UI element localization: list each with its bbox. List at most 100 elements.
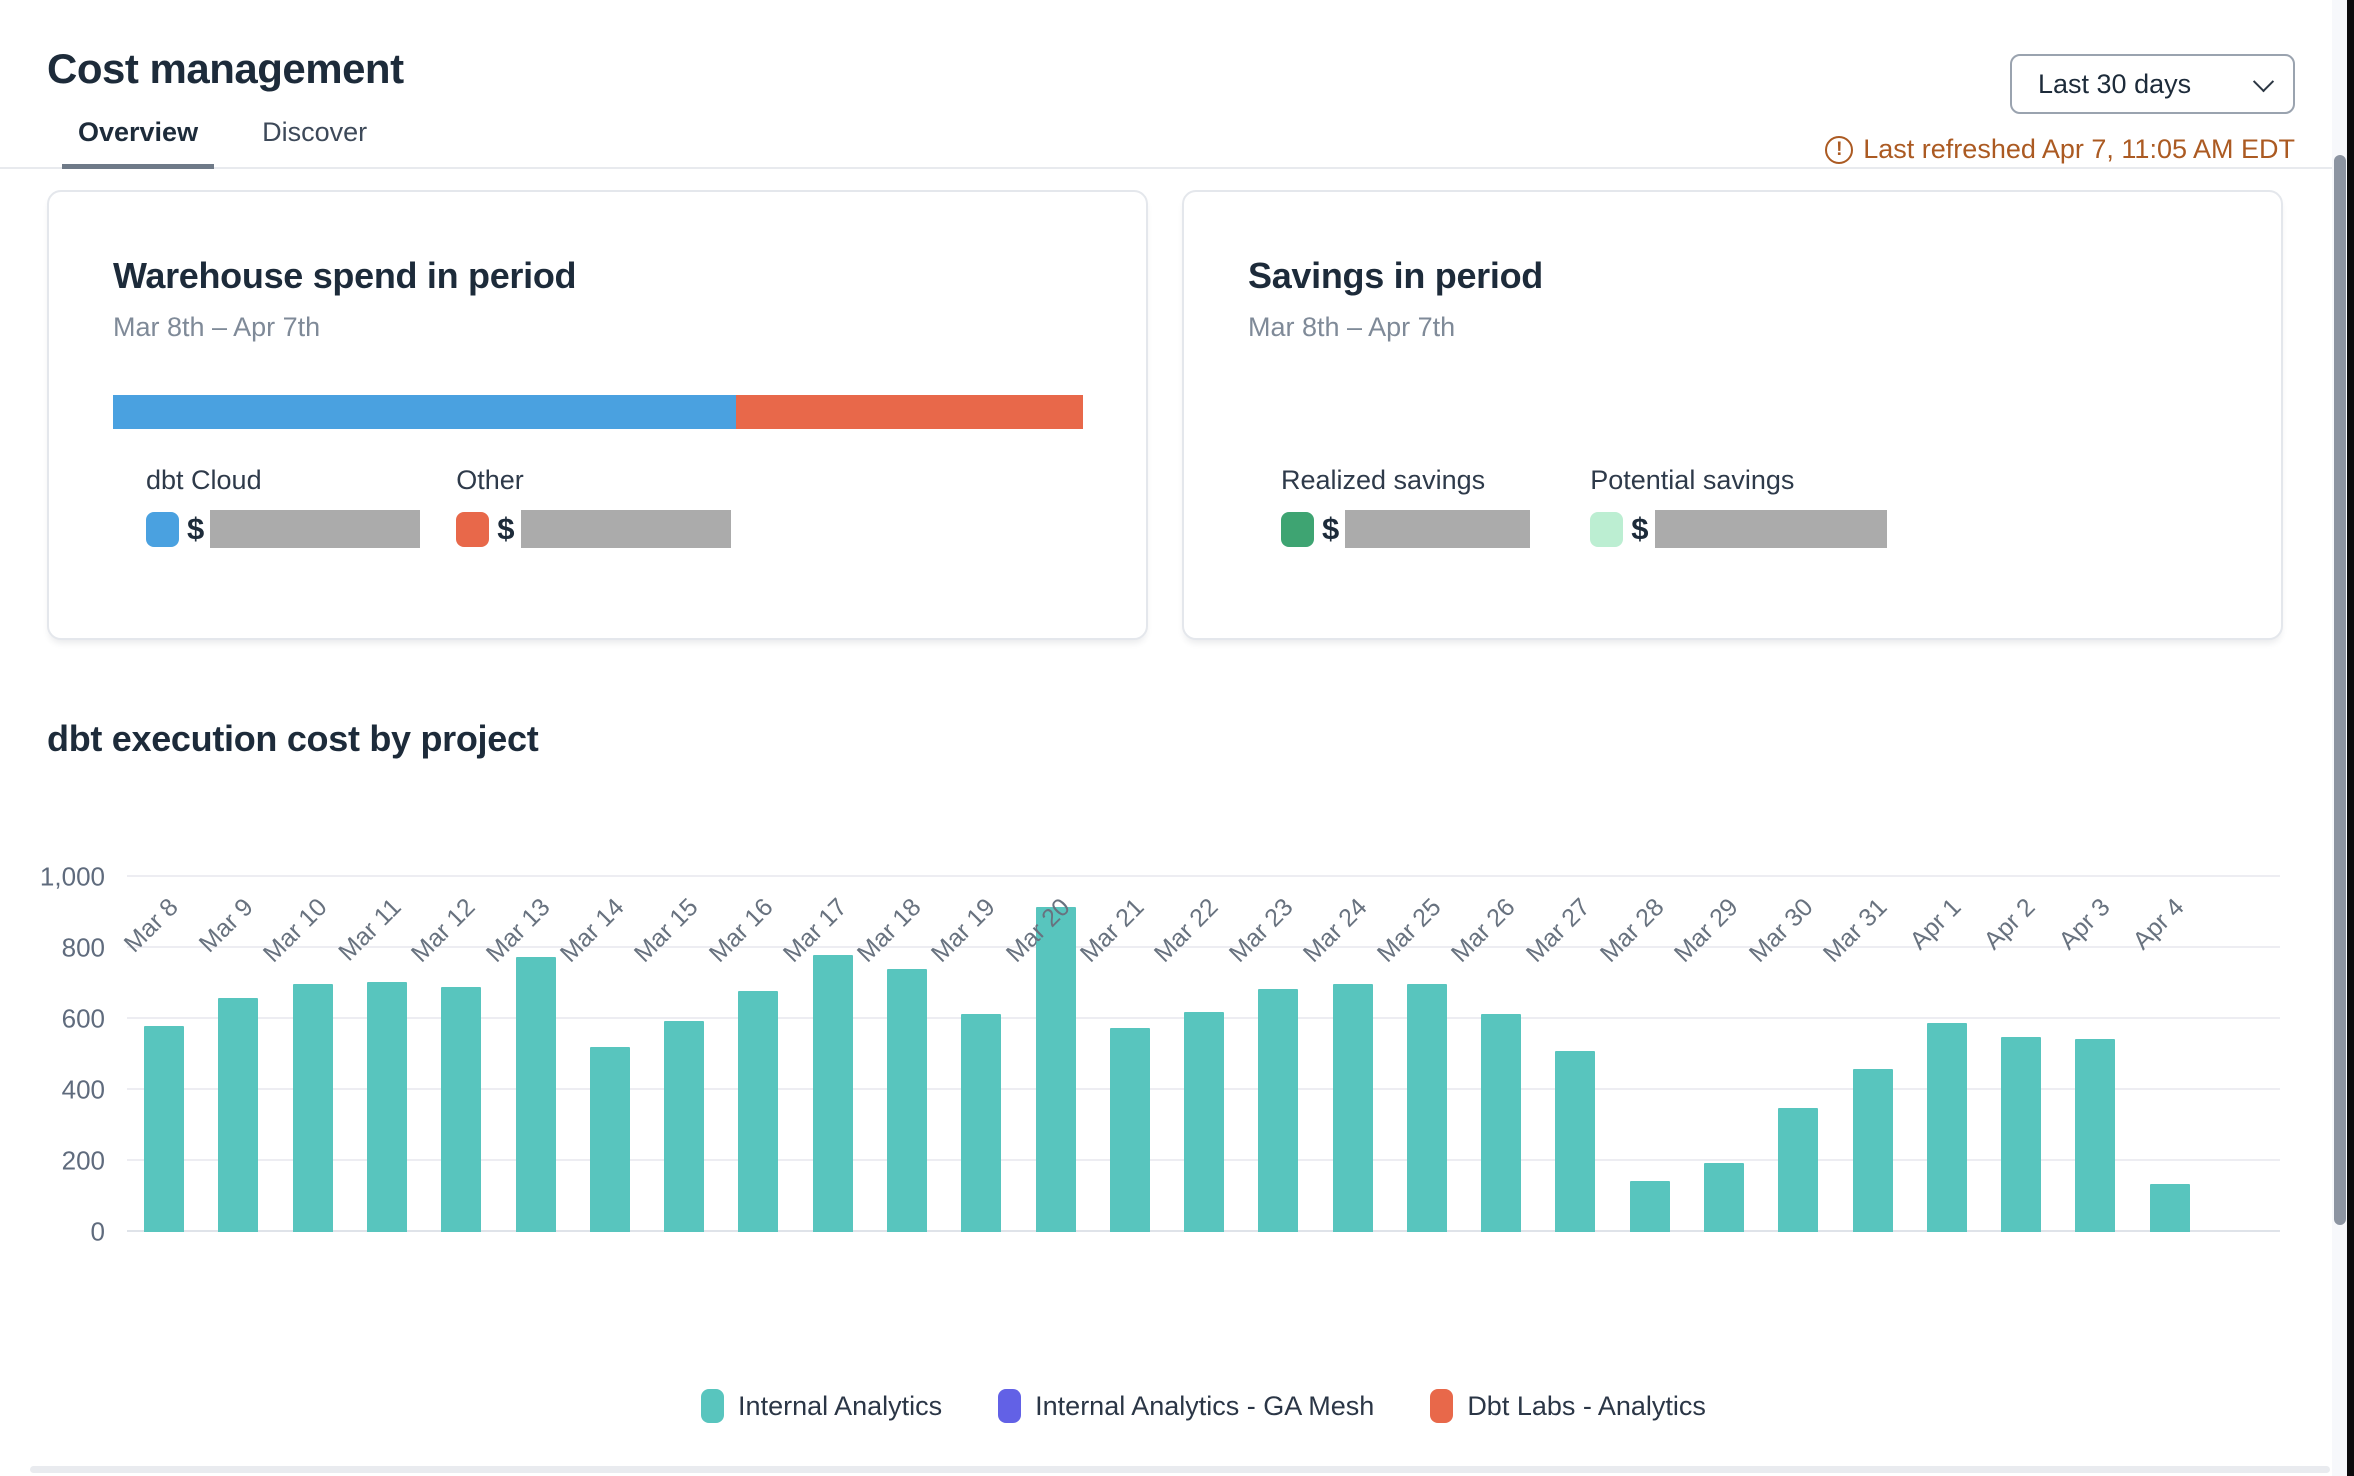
tab-bar: Overview Discover — [0, 117, 2332, 169]
legend-item-dbt-labs-analytics[interactable]: Dbt Labs - Analytics — [1430, 1389, 1706, 1423]
savings-legend: Realized savings $ Potential savings $ — [1281, 465, 2217, 548]
legend-label: Internal Analytics - GA Mesh — [1035, 1390, 1375, 1421]
chart-bar[interactable] — [738, 990, 779, 1232]
currency-symbol: $ — [1631, 511, 1649, 546]
chart-bar-slot: Apr 4 — [2127, 877, 2207, 1232]
chart-bar[interactable] — [812, 955, 853, 1232]
tab-overview[interactable]: Overview — [62, 117, 215, 169]
legend-label: Realized savings — [1281, 465, 1486, 495]
summary-cards: Warehouse spend in period Mar 8th – Apr … — [47, 190, 2354, 640]
legend-swatch — [1430, 1389, 1454, 1423]
chart-bar[interactable] — [961, 1013, 1002, 1232]
chart-bar[interactable] — [1109, 1027, 1150, 1232]
date-range-select[interactable]: Last 30 days — [2010, 54, 2295, 114]
chart-bar[interactable] — [1629, 1180, 1670, 1232]
chart-bar-slot: Mar 26 — [1446, 877, 1538, 1232]
legend-swatch — [701, 1389, 725, 1423]
vertical-scrollbar-track[interactable] — [2332, 0, 2347, 1476]
chart-bar[interactable] — [886, 968, 927, 1232]
chart-bar-slot: Apr 2 — [1979, 877, 2058, 1232]
chart-bar[interactable] — [441, 987, 482, 1232]
chart-bar-slot: Mar 25 — [1372, 877, 1464, 1232]
x-tick-label: Mar 9 — [193, 893, 259, 958]
chart-bar[interactable] — [1184, 1011, 1225, 1232]
spend-legend: dbt Cloud $ Other $ — [146, 465, 1082, 548]
chart-bar-slot: Mar 11 — [333, 877, 424, 1232]
masked-value — [1654, 510, 1887, 548]
card-subtitle: Mar 8th – Apr 7th — [1248, 312, 1456, 342]
spend-segment-other[interactable] — [735, 395, 1083, 429]
card-subtitle: Mar 8th – Apr 7th — [113, 312, 321, 342]
potential-savings-swatch — [1590, 511, 1624, 547]
chart-plot: 0 200 400 600 800 1,000 Mar 8 Mar 9 Mar 10 Mar 11… — [40, 862, 2280, 1247]
legend-swatch — [998, 1389, 1022, 1423]
legend-label: Internal Analytics — [738, 1390, 943, 1421]
spend-segment-dbt-cloud[interactable] — [113, 395, 736, 429]
x-tick-label: Apr 3 — [2053, 893, 2116, 956]
chevron-down-icon — [2252, 70, 2275, 92]
legend-label: Other — [456, 465, 524, 495]
chart-bar[interactable] — [366, 981, 407, 1232]
chart-bar-slot: Mar 17 — [778, 877, 870, 1232]
horizontal-scrollbar[interactable] — [30, 1466, 2330, 1473]
chart-bar[interactable] — [1926, 1022, 1967, 1232]
chart-bar[interactable] — [1778, 1107, 1819, 1232]
chart-bar[interactable] — [2001, 1036, 2042, 1232]
chart-bar-slot: Mar 8 — [119, 877, 201, 1232]
chart-bar[interactable] — [664, 1020, 705, 1232]
chart-bar[interactable] — [515, 956, 556, 1232]
warehouse-spend-card: Warehouse spend in period Mar 8th – Apr … — [47, 190, 1148, 640]
chart-bar-slot: Mar 12 — [406, 877, 498, 1232]
chart-bar[interactable] — [1481, 1014, 1522, 1232]
chart-bar[interactable] — [292, 983, 333, 1232]
chart-bar-slot: Apr 1 — [1905, 877, 1984, 1232]
chart-bar[interactable] — [1332, 983, 1373, 1232]
y-tick-label: 200 — [61, 1145, 105, 1176]
chart-bar-slot: Apr 3 — [2053, 877, 2132, 1232]
dbt-cloud-swatch — [146, 511, 179, 547]
chart-bar[interactable] — [1406, 984, 1447, 1232]
header-right: Last 30 days ! Last refreshed Apr 7, 11:… — [1825, 54, 2295, 165]
chart-bar-slot: Mar 23 — [1223, 877, 1315, 1232]
chart-bar[interactable] — [1704, 1162, 1745, 1232]
currency-symbol: $ — [1322, 511, 1340, 546]
chart-bar-slot: Mar 19 — [926, 877, 1018, 1232]
chart-bar[interactable] — [1035, 907, 1076, 1232]
vertical-scrollbar-thumb[interactable] — [2333, 155, 2346, 1225]
gridline — [127, 875, 2280, 877]
y-tick-label: 1,000 — [39, 861, 105, 892]
chart-bar[interactable] — [589, 1047, 630, 1232]
chart-bar-slot: Mar 14 — [555, 877, 647, 1232]
x-tick-label: Apr 2 — [1978, 893, 2041, 956]
chart-bar-slot: Mar 28 — [1595, 877, 1687, 1232]
chart-bar-slot: Mar 24 — [1298, 877, 1390, 1232]
legend-label: Potential savings — [1590, 465, 1795, 495]
date-range-value: Last 30 days — [2038, 68, 2192, 99]
chart-bar[interactable] — [2149, 1184, 2190, 1232]
legend-item-realized-savings: Realized savings $ — [1281, 465, 1531, 548]
chart-bar-slot: Mar 16 — [703, 877, 795, 1232]
chart-bar[interactable] — [1555, 1050, 1596, 1232]
chart-bar[interactable] — [1258, 988, 1299, 1232]
legend-item-internal-analytics-ga-mesh[interactable]: Internal Analytics - GA Mesh — [998, 1389, 1374, 1423]
masked-value — [1345, 510, 1531, 548]
legend-value-row: $ — [1590, 510, 1887, 548]
chart-bars: Mar 8 Mar 9 Mar 10 Mar 11 Mar 12 Mar 13 Mar 14… — [119, 877, 2207, 1232]
spend-stacked-bar[interactable] — [113, 395, 1083, 429]
x-tick-label: Mar 8 — [118, 893, 184, 958]
legend-item-internal-analytics[interactable]: Internal Analytics — [701, 1389, 942, 1423]
legend-item-dbt-cloud: dbt Cloud $ — [146, 465, 421, 548]
chart-bar-slot: Mar 13 — [481, 877, 572, 1232]
window-edge — [2347, 0, 2354, 1476]
chart-bar[interactable] — [218, 997, 259, 1232]
chart-bar-slot: Mar 15 — [629, 877, 721, 1232]
x-tick-label: Apr 1 — [1904, 893, 1967, 956]
card-title: Savings in period — [1248, 255, 1543, 296]
chart-bar[interactable] — [2075, 1038, 2116, 1232]
execution-cost-chart: 0 200 400 600 800 1,000 Mar 8 Mar 9 Mar 10 Mar 11… — [40, 862, 2280, 1423]
chart-bar[interactable] — [1852, 1068, 1893, 1232]
legend-value-row: $ — [1281, 510, 1531, 548]
chart-bar[interactable] — [144, 1026, 185, 1232]
currency-symbol: $ — [187, 511, 205, 546]
tab-discover[interactable]: Discover — [262, 117, 368, 147]
